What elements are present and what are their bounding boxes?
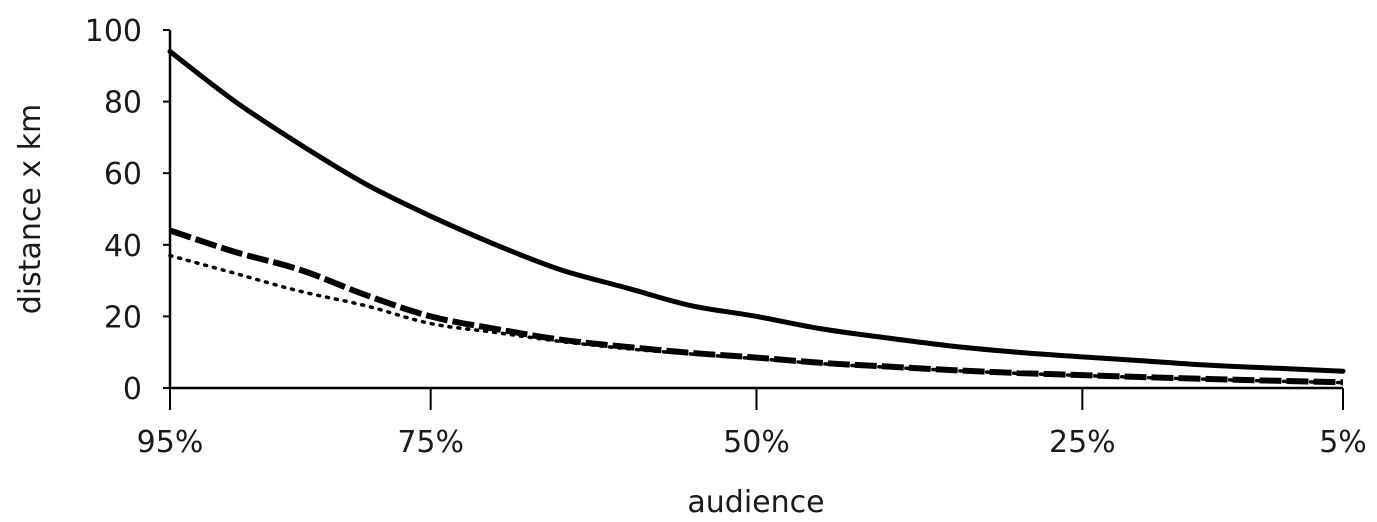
x-tick-label: 75%	[397, 425, 464, 460]
y-tick-label: 40	[104, 229, 142, 264]
series-line-dotted	[168, 253, 1345, 385]
x-tick-label: 50%	[723, 425, 790, 460]
x-tick-label: 25%	[1049, 425, 1116, 460]
y-tick-label: 60	[104, 157, 142, 192]
y-tick-label: 0	[123, 372, 142, 407]
y-axis-title: distance x km	[13, 104, 48, 315]
series-layer	[167, 49, 1346, 386]
y-tick-label: 20	[104, 300, 142, 335]
x-tick-label: 95%	[137, 425, 204, 460]
y-tick-group: 0 20 40 60 80 100	[85, 14, 170, 407]
y-tick-label: 100	[85, 14, 142, 49]
x-axis-title: audience	[687, 485, 824, 520]
x-tick-group: 95% 75% 50% 25% 5%	[137, 388, 1367, 460]
y-tick-label: 80	[104, 86, 142, 121]
series-line-solid	[167, 49, 1346, 374]
x-tick-label: 5%	[1319, 425, 1367, 460]
